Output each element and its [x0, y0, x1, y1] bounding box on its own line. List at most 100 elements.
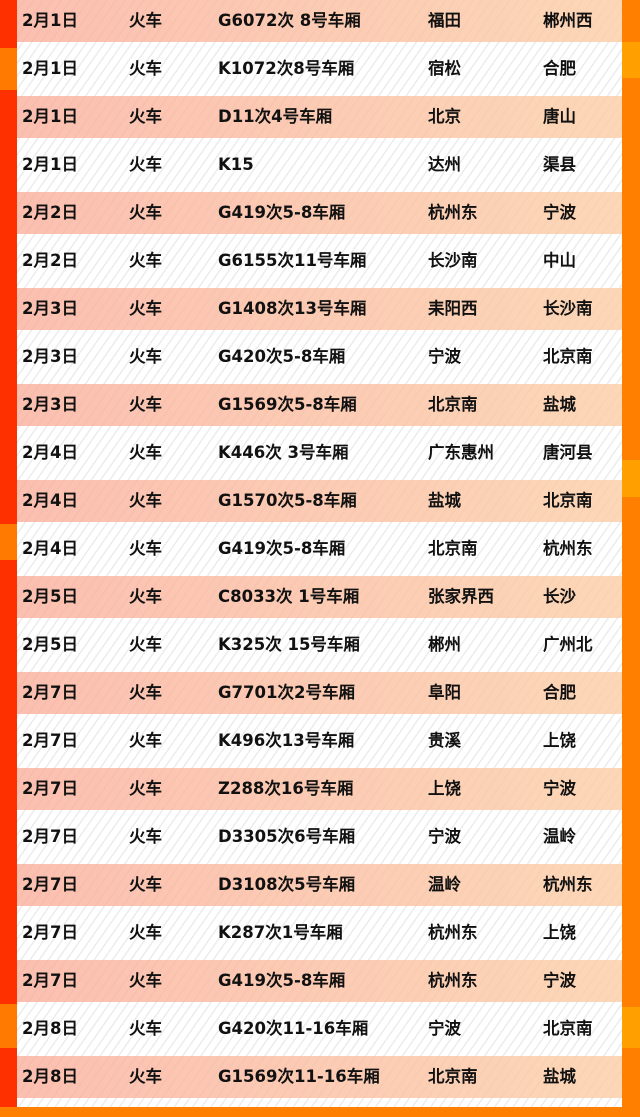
departure-cell: 北京南 — [428, 539, 478, 558]
departure-cell: 盐城 — [428, 491, 461, 510]
table-row: 2月7日 火车 D3108次5号车厢 温岭 杭州东 — [17, 861, 622, 909]
date-cell: 2月5日 — [22, 587, 78, 606]
date-cell: 2月5日 — [22, 635, 78, 654]
date-cell: 2月2日 — [22, 251, 78, 270]
train-number-cell: K15 — [218, 155, 254, 174]
train-number-cell: G1570次5-8车厢 — [218, 491, 357, 510]
train-number-cell: C8033次 1号车厢 — [218, 587, 360, 606]
table-body: 2月1日 火车 G6072次 8号车厢 福田 郴州西 2月1日 火车 K1072次8号车厢 宿松… — [17, 0, 622, 1101]
arrival-cell: 长沙南 — [543, 299, 593, 318]
table-row: 2月8日 火车 G1569次11-16车厢 北京南 盐城 — [17, 1053, 622, 1101]
train-number-cell: G1569次5-8车厢 — [218, 395, 357, 414]
date-cell: 2月1日 — [22, 107, 78, 126]
train-number-cell: G6072次 8号车厢 — [218, 11, 361, 30]
transport-type-cell: 火车 — [129, 683, 162, 702]
transport-type-cell: 火车 — [129, 635, 162, 654]
date-cell: 2月3日 — [22, 347, 78, 366]
arrival-cell: 合肥 — [543, 683, 576, 702]
arrival-cell: 合肥 — [543, 59, 576, 78]
transport-type-cell: 火车 — [129, 779, 162, 798]
date-cell: 2月7日 — [22, 971, 78, 990]
transport-type-cell: 火车 — [129, 539, 162, 558]
train-number-cell: D11次4号车厢 — [218, 107, 333, 126]
transport-type-cell: 火车 — [129, 587, 162, 606]
arrival-cell: 北京南 — [543, 491, 593, 510]
arrival-cell: 广州北 — [543, 635, 593, 654]
train-number-cell: G1408次13号车厢 — [218, 299, 367, 318]
table-row: 2月4日 火车 K446次 3号车厢 广东惠州 唐河县 — [17, 429, 622, 477]
departure-cell: 宿松 — [428, 59, 461, 78]
departure-cell: 北京南 — [428, 395, 478, 414]
date-cell: 2月1日 — [22, 155, 78, 174]
table-row: 2月7日 火车 G419次5-8车厢 杭州东 宁波 — [17, 957, 622, 1005]
date-cell: 2月3日 — [22, 299, 78, 318]
transport-type-cell: 火车 — [129, 395, 162, 414]
right-border-segment — [622, 42, 640, 78]
departure-cell: 阜阳 — [428, 683, 461, 702]
transport-type-cell: 火车 — [129, 1067, 162, 1086]
table-row: 2月7日 火车 Z288次16号车厢 上饶 宁波 — [17, 765, 622, 813]
train-number-cell: Z288次16号车厢 — [218, 779, 354, 798]
arrival-cell: 宁波 — [543, 203, 576, 222]
transport-type-cell: 火车 — [129, 1019, 162, 1038]
departure-cell: 张家界西 — [428, 587, 494, 606]
arrival-cell: 杭州东 — [543, 875, 593, 894]
transport-type-cell: 火车 — [129, 299, 162, 318]
left-border-segment — [0, 1004, 17, 1048]
train-number-cell: G419次5-8车厢 — [218, 203, 346, 222]
transport-type-cell: 火车 — [129, 203, 162, 222]
departure-cell: 宁波 — [428, 347, 461, 366]
trip-table: 2月1日 火车 G6072次 8号车厢 福田 郴州西 2月1日 火车 K1072次8号车厢 宿松… — [17, 0, 622, 1107]
train-number-cell: G419次5-8车厢 — [218, 539, 346, 558]
table-row: 2月5日 火车 C8033次 1号车厢 张家界西 长沙 — [17, 573, 622, 621]
table-row: 2月4日 火车 G1570次5-8车厢 盐城 北京南 — [17, 477, 622, 525]
table-row: 2月7日 火车 K496次13号车厢 贵溪 上饶 — [17, 717, 622, 765]
arrival-cell: 北京南 — [543, 347, 593, 366]
table-row: 2月3日 火车 G420次5-8车厢 宁波 北京南 — [17, 333, 622, 381]
arrival-cell: 长沙 — [543, 587, 576, 606]
left-border-segment — [0, 48, 17, 90]
left-border-segment — [0, 524, 17, 560]
date-cell: 2月7日 — [22, 731, 78, 750]
train-number-cell: D3108次5号车厢 — [218, 875, 356, 894]
date-cell: 2月7日 — [22, 827, 78, 846]
transport-type-cell: 火车 — [129, 875, 162, 894]
train-number-cell: K496次13号车厢 — [218, 731, 355, 750]
date-cell: 2月4日 — [22, 539, 78, 558]
table-row: 2月1日 火车 G6072次 8号车厢 福田 郴州西 — [17, 0, 622, 45]
departure-cell: 杭州东 — [428, 203, 478, 222]
transport-type-cell: 火车 — [129, 251, 162, 270]
transport-type-cell: 火车 — [129, 923, 162, 942]
table-row: 2月7日 火车 D3305次6号车厢 宁波 温岭 — [17, 813, 622, 861]
train-number-cell: K287次1号车厢 — [218, 923, 343, 942]
right-border-segment — [622, 460, 640, 497]
right-border — [622, 0, 640, 1117]
arrival-cell: 郴州西 — [543, 11, 593, 30]
arrival-cell: 北京南 — [543, 1019, 593, 1038]
date-cell: 2月2日 — [22, 203, 78, 222]
train-number-cell: G6155次11号车厢 — [218, 251, 367, 270]
departure-cell: 北京 — [428, 107, 461, 126]
transport-type-cell: 火车 — [129, 971, 162, 990]
right-border-segment — [622, 1007, 640, 1048]
table-row: 2月3日 火车 G1569次5-8车厢 北京南 盐城 — [17, 381, 622, 429]
table-row: 2月1日 火车 K15 达州 渠县 — [17, 141, 622, 189]
transport-type-cell: 火车 — [129, 155, 162, 174]
arrival-cell: 唐河县 — [543, 443, 593, 462]
train-number-cell: G1569次11-16车厢 — [218, 1067, 380, 1086]
departure-cell: 长沙南 — [428, 251, 478, 270]
transport-type-cell: 火车 — [129, 731, 162, 750]
table-row: 2月5日 火车 K325次 15号车厢 郴州 广州北 — [17, 621, 622, 669]
transport-type-cell: 火车 — [129, 11, 162, 30]
date-cell: 2月1日 — [22, 11, 78, 30]
train-number-cell: K1072次8号车厢 — [218, 59, 355, 78]
departure-cell: 福田 — [428, 11, 461, 30]
arrival-cell: 唐山 — [543, 107, 576, 126]
transport-type-cell: 火车 — [129, 107, 162, 126]
table-row: 2月1日 火车 K1072次8号车厢 宿松 合肥 — [17, 45, 622, 93]
arrival-cell: 盐城 — [543, 395, 576, 414]
departure-cell: 北京南 — [428, 1067, 478, 1086]
date-cell: 2月3日 — [22, 395, 78, 414]
table-row: 2月7日 火车 K287次1号车厢 杭州东 上饶 — [17, 909, 622, 957]
transport-type-cell: 火车 — [129, 347, 162, 366]
